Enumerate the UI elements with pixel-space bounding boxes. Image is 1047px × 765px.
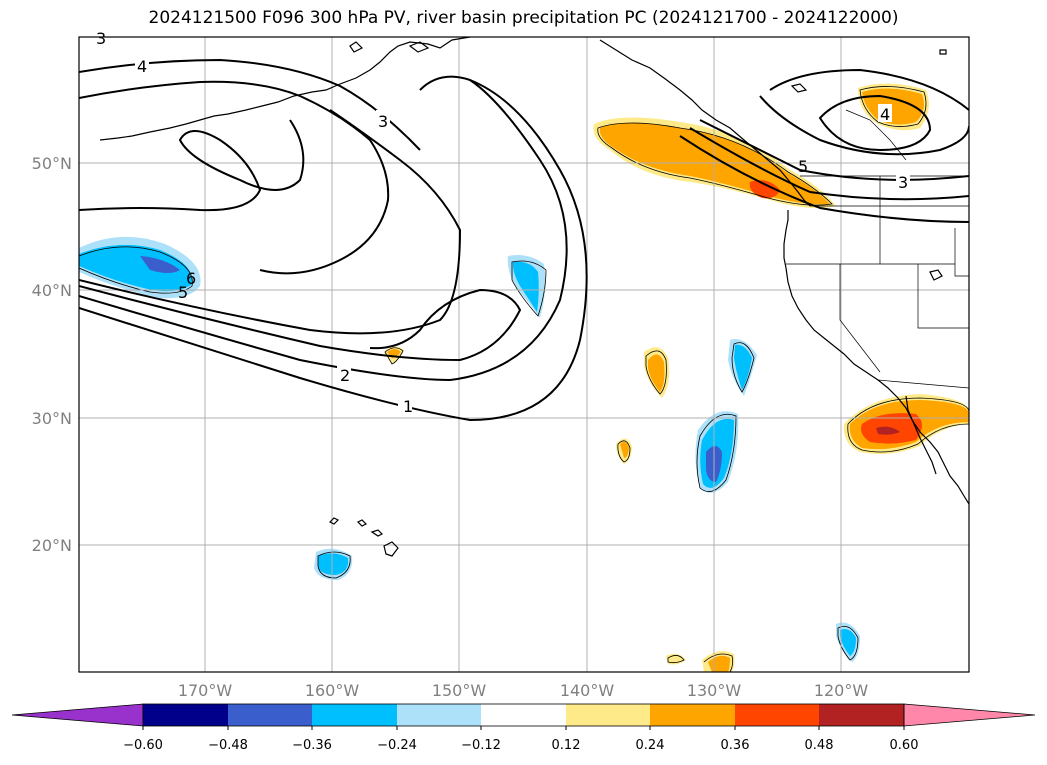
pv-label-3-b: 3 (96, 29, 106, 48)
pv-label-3-c: 3 (898, 173, 908, 192)
colorbar-box (397, 704, 481, 726)
colorbar-outline (142, 703, 905, 727)
map-title: 2024121500 F096 300 hPa PV, river basin … (148, 8, 899, 28)
cb-label-6: 0.24 (636, 738, 665, 753)
pv-label-4-a: 4 (137, 57, 147, 76)
pv-label-5: 5 (178, 283, 188, 302)
map-area (79, 37, 969, 672)
cb-label-8: 0.48 (805, 738, 834, 753)
pv-contours (79, 58, 969, 422)
longitude-labels: 170°W 160°W 150°W 140°W 130°W 120°W (178, 681, 869, 700)
pv-label-6: 6 (186, 269, 196, 288)
colorbar-box (481, 704, 566, 726)
colorbar-box (312, 704, 397, 726)
lat-label-40n: 40°N (32, 281, 72, 300)
map-frame (78, 36, 970, 673)
cb-label-1: −0.48 (208, 738, 248, 753)
cb-label-9: 0.60 (890, 738, 919, 753)
political-borders (786, 109, 969, 389)
lat-label-20n: 20°N (32, 536, 72, 555)
neg-precip-west-core (79, 244, 193, 292)
colorbar-boxes (11, 703, 1036, 727)
colorbar-box (735, 704, 819, 726)
colorbar-box (566, 704, 650, 726)
lon-label-120w: 120°W (814, 681, 869, 700)
colorbar-box (228, 704, 312, 726)
colorbar-box (819, 704, 904, 726)
lat-label-50n: 50°N (32, 154, 72, 173)
lon-label-160w: 160°W (305, 681, 360, 700)
colorbar-ticks (142, 726, 905, 730)
colorbar-tick-labels: −0.60 −0.48 −0.36 −0.24 −0.12 0.12 0.24 … (123, 738, 918, 753)
latitude-labels: 50°N 40°N 30°N 20°N (32, 154, 72, 555)
cb-label-7: 0.36 (721, 738, 750, 753)
lon-label-140w: 140°W (560, 681, 615, 700)
lon-label-170w: 170°W (178, 681, 233, 700)
cb-label-4: −0.12 (461, 738, 501, 753)
negative-precip-areas (79, 236, 860, 662)
lon-label-130w: 130°W (687, 681, 742, 700)
neg-precip-west-deep (140, 256, 180, 273)
pv-label-3-a: 3 (378, 112, 388, 131)
cb-label-0: −0.60 (123, 738, 163, 753)
colorbar-box (143, 704, 228, 726)
pv-label-5-b: 5 (798, 157, 808, 176)
lon-label-150w: 150°W (432, 681, 487, 700)
colorbar-extend-max (903, 703, 1036, 727)
pv-label-4-b: 4 (880, 105, 890, 124)
pv-contour-labels: 1 2 3 3 4 4 5 6 3 5 (94, 29, 910, 416)
cb-label-5: 0.12 (552, 738, 581, 753)
grid-lines (79, 37, 969, 672)
pv-label-1: 1 (403, 397, 413, 416)
cb-label-2: −0.36 (292, 738, 332, 753)
colorbar-box (650, 704, 735, 726)
pv-label-2: 2 (340, 366, 350, 385)
cb-label-3: −0.24 (377, 738, 417, 753)
lat-label-30n: 30°N (32, 409, 72, 428)
colorbar-extend-min (11, 703, 144, 727)
colorbar: −0.60 −0.48 −0.36 −0.24 −0.12 0.12 0.24 … (11, 703, 1036, 753)
